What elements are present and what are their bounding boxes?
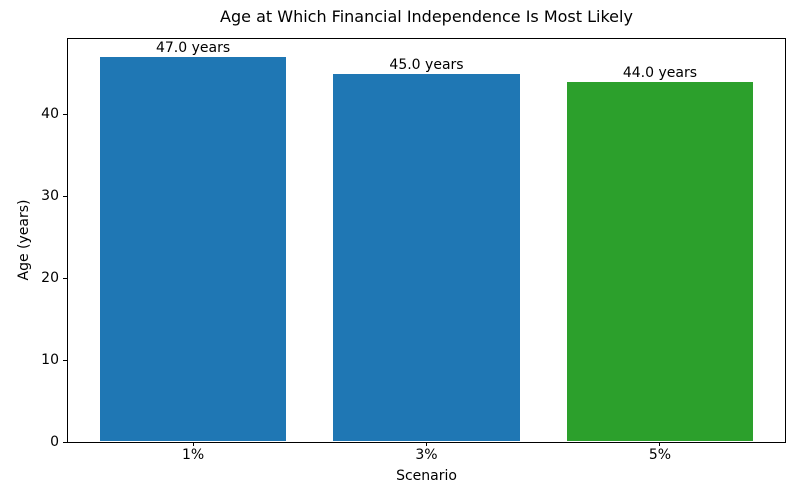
x-tick-label: 5% (648, 447, 672, 463)
bar-value-label: 45.0 years (389, 56, 464, 73)
x-axis-label: Scenario (396, 468, 457, 484)
x-tick-label: 3% (415, 447, 438, 463)
y-tick-label: 0 (50, 433, 59, 450)
bar-1-percent (99, 57, 287, 441)
x-tick-mark (659, 442, 661, 446)
x-tick-label: 1% (181, 447, 205, 463)
y-tick-mark (63, 195, 67, 197)
y-tick-label: 40 (41, 106, 59, 123)
y-tick-mark (63, 441, 67, 443)
y-tick-mark (63, 277, 67, 279)
bar-3-percent (333, 73, 520, 441)
bar-value-label: 47.0 years (155, 40, 231, 57)
y-tick-label: 30 (41, 187, 59, 204)
y-axis-label: Age (years) (16, 199, 32, 281)
y-tick-label: 10 (41, 351, 59, 368)
y-tick-mark (63, 114, 67, 116)
x-tick-mark (192, 442, 194, 446)
x-tick-mark (426, 442, 427, 446)
y-tick-mark (63, 359, 67, 361)
y-tick-label: 20 (41, 269, 59, 286)
bar-value-label: 44.0 years (622, 64, 698, 81)
bar-5-percent (566, 81, 754, 441)
chart-title: Age at Which Financial Independence Is M… (220, 7, 633, 26)
